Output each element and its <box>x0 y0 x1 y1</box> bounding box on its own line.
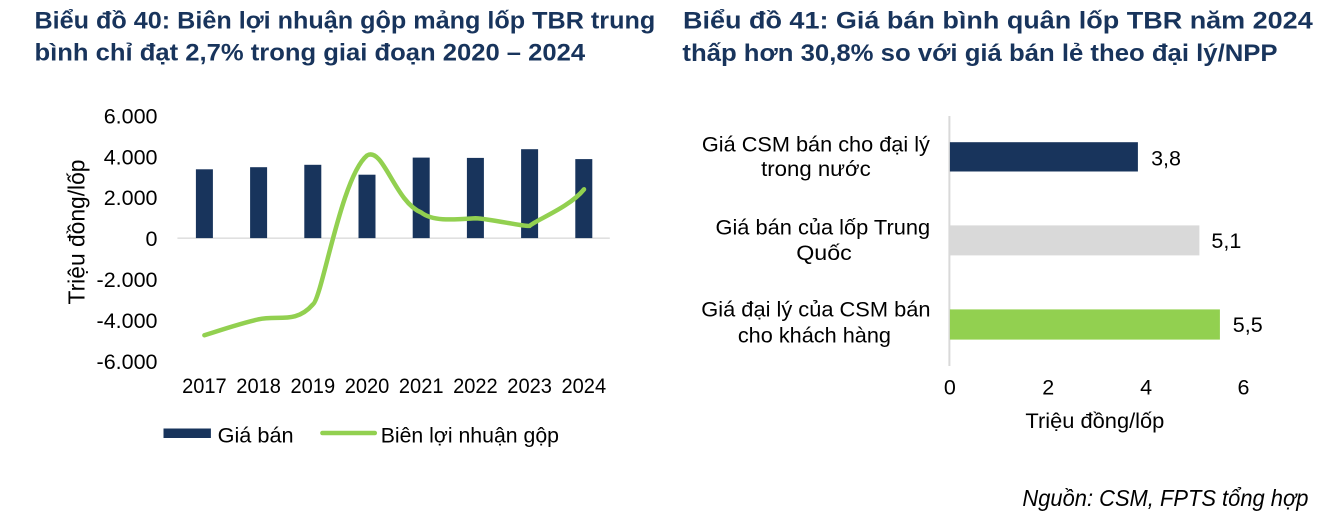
svg-text:2019: 2019 <box>291 375 336 398</box>
svg-text:6: 6 <box>1238 376 1250 400</box>
svg-text:0: 0 <box>146 227 158 251</box>
svg-text:Triệu đồng/lốp: Triệu đồng/lốp <box>64 160 90 305</box>
svg-text:Nguồn: CSM, FPTS tổng hợp: Nguồn: CSM, FPTS tổng hợp <box>1022 485 1308 511</box>
svg-text:Biên lợi nhuận gộp: Biên lợi nhuận gộp <box>381 424 559 448</box>
svg-text:cho khách hàng: cho khách hàng <box>738 324 891 348</box>
svg-text:Giá bán của lốp Trung: Giá bán của lốp Trung <box>716 216 931 240</box>
svg-text:5,1: 5,1 <box>1211 229 1241 253</box>
svg-text:-2.000: -2.000 <box>97 268 158 292</box>
svg-text:2018: 2018 <box>236 375 281 398</box>
svg-text:2017: 2017 <box>182 375 227 398</box>
svg-text:4.000: 4.000 <box>104 145 158 169</box>
svg-text:-4.000: -4.000 <box>97 309 158 333</box>
svg-text:2: 2 <box>1042 376 1054 400</box>
svg-text:Giá CSM bán cho đại lý: Giá CSM bán cho đại lý <box>702 132 930 156</box>
svg-text:Giá đại lý của CSM bán: Giá đại lý của CSM bán <box>701 297 930 321</box>
svg-text:2022: 2022 <box>453 375 498 398</box>
svg-text:-6.000: -6.000 <box>97 350 158 374</box>
svg-text:Quốc: Quốc <box>796 241 852 265</box>
svg-text:2024: 2024 <box>562 375 607 398</box>
svg-text:2023: 2023 <box>507 375 552 398</box>
svg-text:5,5: 5,5 <box>1233 313 1263 337</box>
svg-text:thấp hơn 30,8% so với giá bán: thấp hơn 30,8% so với giá bán lẻ theo đạ… <box>682 40 1277 67</box>
svg-text:Biểu đồ 40: Biên lợi nhuận gộp: Biểu đồ 40: Biên lợi nhuận gộp mảng lốp … <box>35 7 656 34</box>
svg-text:Biểu đồ 41: Giá bán bình quân: Biểu đồ 41: Giá bán bình quân lốp TBR nă… <box>683 7 1313 34</box>
svg-text:6.000: 6.000 <box>104 104 158 128</box>
svg-text:Triệu đồng/lốp: Triệu đồng/lốp <box>1025 409 1164 433</box>
svg-text:Giá bán: Giá bán <box>218 424 294 448</box>
svg-text:0: 0 <box>944 376 956 400</box>
svg-text:3,8: 3,8 <box>1151 146 1181 170</box>
svg-text:2.000: 2.000 <box>104 186 158 210</box>
svg-text:bình chỉ đạt 2,7% trong giai đ: bình chỉ đạt 2,7% trong giai đoạn 2020 –… <box>35 39 586 66</box>
svg-text:trong nước: trong nước <box>761 157 871 181</box>
svg-text:2020: 2020 <box>345 375 390 398</box>
svg-text:2021: 2021 <box>399 375 444 398</box>
svg-text:4: 4 <box>1140 376 1152 400</box>
